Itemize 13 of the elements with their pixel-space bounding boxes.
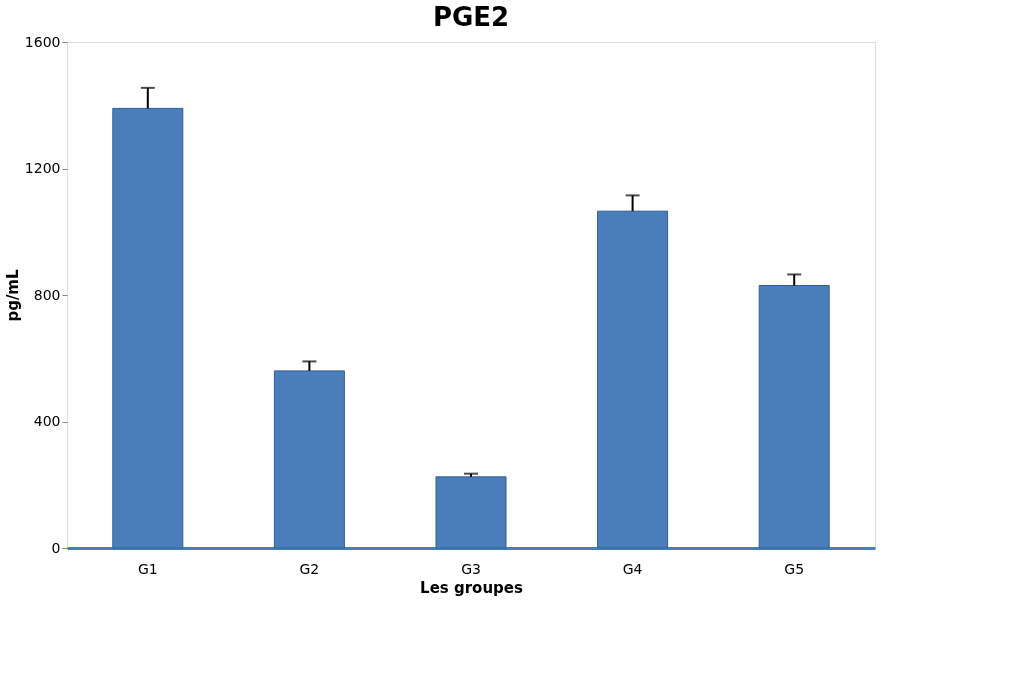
y-tick-label: 1200 — [24, 160, 61, 176]
y-tick-label: 0 — [51, 539, 61, 556]
chart-title: PGE2 — [432, 2, 510, 32]
y-tick-label: 1600 — [24, 33, 61, 50]
x-tick-label: G3 — [461, 560, 481, 577]
x-tick-label: G1 — [137, 560, 158, 577]
y-axis-title: pg/mL — [3, 269, 22, 322]
y-tick-label: 800 — [33, 286, 61, 303]
x-tick-label: G4 — [622, 560, 643, 577]
x-tick-label: G2 — [299, 560, 320, 577]
x-axis-title: Les groupes — [420, 578, 523, 597]
y-tick-label: 400 — [33, 413, 61, 429]
x-tick-label: G5 — [784, 560, 805, 577]
